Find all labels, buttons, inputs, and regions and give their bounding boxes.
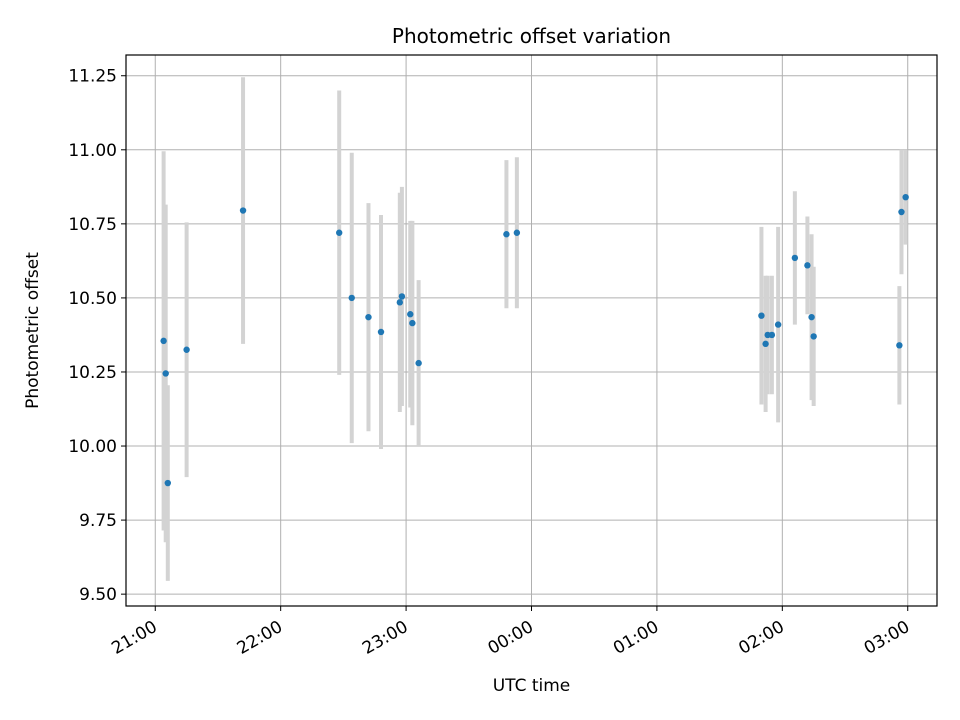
y-tick-label-4: 10.50 — [68, 289, 117, 309]
chart-title: Photometric offset variation — [392, 24, 671, 48]
y-tick-label-7: 11.25 — [68, 67, 117, 87]
data-point-24 — [810, 333, 817, 340]
y-axis-label: Photometric offset — [23, 252, 43, 409]
data-point-11 — [407, 311, 414, 318]
data-point-15 — [513, 229, 521, 236]
data-point-6 — [348, 294, 355, 302]
y-axis-ticks: 9.50 9.75 10.00 10.25 10.50 10.75 11.00 11.25 — [68, 67, 126, 605]
data-point-21 — [791, 254, 799, 262]
grid — [126, 55, 937, 606]
y-tick-label-1: 9.75 — [79, 511, 117, 531]
data-point-14 — [503, 231, 510, 238]
x-tick-label-0: 21:00 — [108, 617, 160, 659]
x-axis-ticks: 21:00 22:00 23:00 00:00 01:00 02:00 03:00 — [108, 606, 913, 659]
data-point-3 — [183, 346, 190, 353]
data-point-22 — [804, 262, 811, 269]
data-point-26 — [898, 208, 905, 216]
data-point-1 — [162, 370, 169, 377]
data-point-9 — [396, 299, 404, 306]
x-tick-label-5: 02:00 — [735, 617, 787, 659]
data-point-8 — [377, 328, 385, 336]
x-tick-label-6: 03:00 — [861, 617, 913, 659]
data-point-23 — [808, 313, 815, 321]
data-point-10 — [398, 293, 406, 300]
data-point-4 — [239, 207, 247, 214]
data-point-17 — [762, 340, 769, 348]
y-tick-label-3: 10.25 — [68, 363, 117, 383]
error-bars — [161, 77, 908, 581]
y-tick-label-2: 10.00 — [68, 437, 117, 457]
y-tick-label-5: 10.75 — [68, 215, 117, 235]
x-tick-label-3: 00:00 — [485, 617, 537, 659]
data-point-19 — [768, 331, 776, 339]
data-point-20 — [774, 321, 782, 328]
data-point-13 — [415, 359, 422, 367]
x-tick-label-2: 23:00 — [359, 617, 411, 659]
data-points — [160, 193, 909, 487]
data-point-2 — [164, 479, 172, 487]
data-point-5 — [336, 229, 343, 236]
data-point-16 — [758, 312, 765, 319]
data-point-25 — [896, 342, 903, 349]
x-tick-label-4: 01:00 — [610, 617, 662, 659]
x-tick-label-1: 22:00 — [234, 617, 286, 659]
data-point-27 — [902, 193, 909, 201]
data-point-0 — [160, 337, 167, 345]
data-point-12 — [409, 319, 416, 327]
x-axis-label: UTC time — [493, 676, 571, 696]
data-point-7 — [365, 313, 372, 321]
y-tick-label-6: 11.00 — [68, 141, 117, 161]
y-tick-label-0: 9.50 — [79, 585, 117, 605]
